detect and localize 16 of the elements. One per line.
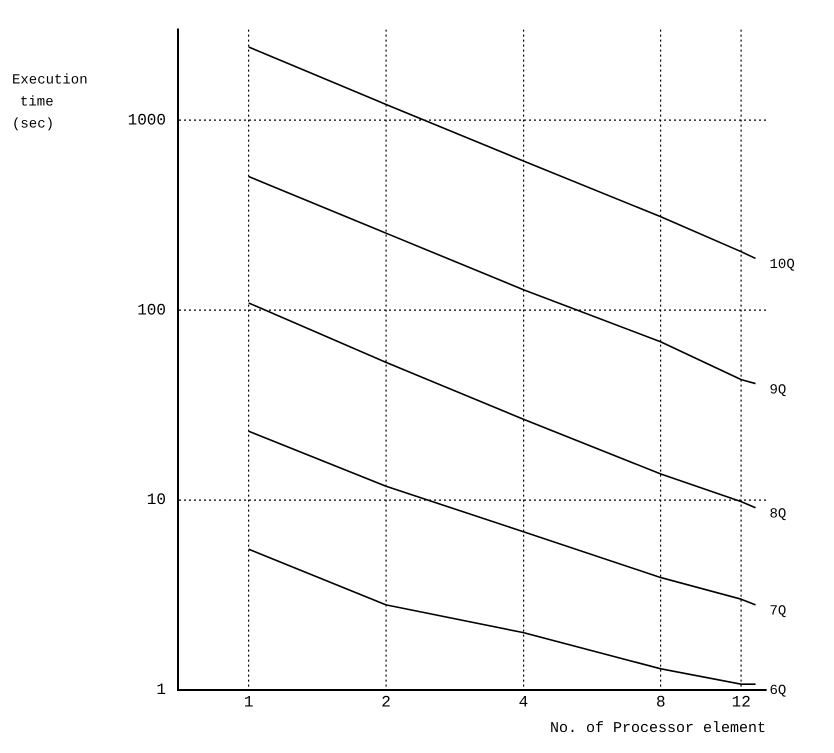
series-label: 9Q xyxy=(770,382,786,398)
x-tick-label: 8 xyxy=(656,694,666,712)
y-tick-label: 1000 xyxy=(128,111,166,130)
series-label: 8Q xyxy=(770,506,786,522)
x-tick-label: 4 xyxy=(518,694,528,712)
y-tick-label: 100 xyxy=(137,301,166,320)
x-tick-label: 12 xyxy=(732,694,751,712)
series-label: 7Q xyxy=(770,604,786,620)
y-tick-label: 1 xyxy=(156,681,166,700)
y-axis-title: Execution time (sec) xyxy=(12,72,88,132)
x-tick-label: 2 xyxy=(381,694,391,712)
series-label: 6Q xyxy=(770,682,786,699)
x-axis-title: No. of Processor element xyxy=(550,720,766,737)
series-label: 10Q xyxy=(770,257,795,274)
x-tick-label: 1 xyxy=(244,694,254,712)
y-tick-label: 10 xyxy=(146,491,166,510)
